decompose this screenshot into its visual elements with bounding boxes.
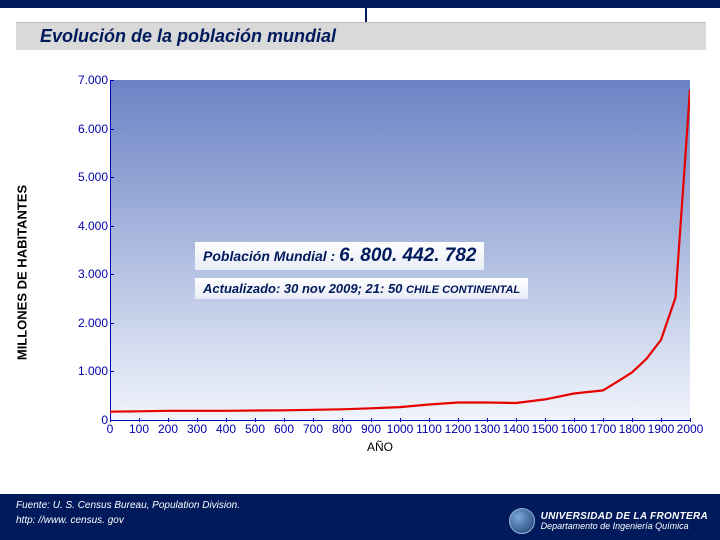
x-tick: 700 — [303, 422, 323, 436]
x-tick: 1900 — [648, 422, 675, 436]
x-tick: 100 — [129, 422, 149, 436]
x-tick: 1700 — [590, 422, 617, 436]
x-tick: 1200 — [445, 422, 472, 436]
population-value: 6. 800. 442. 782 — [339, 245, 476, 266]
university-text: UNIVERSIDAD DE LA FRONTERA Departamento … — [541, 511, 708, 532]
x-tick: 2000 — [677, 422, 704, 436]
x-tick: 900 — [361, 422, 381, 436]
y-tick: 7.000 — [60, 73, 108, 87]
y-tick: 4.000 — [60, 219, 108, 233]
x-tick: 1300 — [474, 422, 501, 436]
university-name: UNIVERSIDAD DE LA FRONTERA — [541, 511, 708, 522]
top-decoration — [0, 0, 720, 8]
y-tick: 2.000 — [60, 316, 108, 330]
y-axis-label: MILLONES DE HABITANTES — [15, 173, 30, 373]
x-axis-label: AÑO — [367, 440, 393, 454]
university-seal-icon — [509, 508, 535, 534]
slide: Evolución de la población mundial MILLON… — [0, 0, 720, 540]
updated-tz: CHILE CONTINENTAL — [406, 284, 520, 296]
chart: 0 1.000 2.000 3.000 4.000 5.000 6.000 7.000 0 10… — [60, 70, 700, 470]
x-tick: 1000 — [387, 422, 414, 436]
x-tick: 1600 — [561, 422, 588, 436]
x-tick: 1400 — [503, 422, 530, 436]
x-tick: 800 — [332, 422, 352, 436]
x-tick: 0 — [107, 422, 114, 436]
updated-overlay: Actualizado: 30 nov 2009; 21: 50 CHILE C… — [195, 278, 528, 299]
x-tick: 400 — [216, 422, 236, 436]
y-tick: 3.000 — [60, 267, 108, 281]
x-tick: 1500 — [532, 422, 559, 436]
updated-text: Actualizado: 30 nov 2009; 21: 50 — [203, 281, 402, 296]
y-tick: 5.000 — [60, 170, 108, 184]
x-tick: 500 — [245, 422, 265, 436]
y-tick: 6.000 — [60, 122, 108, 136]
x-tick-mark — [690, 418, 691, 422]
y-tick: 1.000 — [60, 364, 108, 378]
footer: Fuente: U. S. Census Bureau, Population … — [0, 494, 720, 540]
department-name: Departamento de Ingeniería Química — [541, 522, 708, 532]
x-tick: 1800 — [619, 422, 646, 436]
population-label: Población Mundial : — [203, 248, 335, 264]
x-tick: 300 — [187, 422, 207, 436]
x-tick: 600 — [274, 422, 294, 436]
y-tick: 0 — [60, 413, 108, 427]
population-overlay: Población Mundial : 6. 800. 442. 782 — [195, 242, 484, 270]
x-tick: 200 — [158, 422, 178, 436]
footer-logo: UNIVERSIDAD DE LA FRONTERA Departamento … — [509, 508, 708, 534]
x-tick: 1100 — [416, 422, 442, 436]
slide-title: Evolución de la población mundial — [40, 26, 336, 47]
title-bar: Evolución de la población mundial — [16, 22, 706, 50]
top-vertical-line — [365, 0, 367, 22]
